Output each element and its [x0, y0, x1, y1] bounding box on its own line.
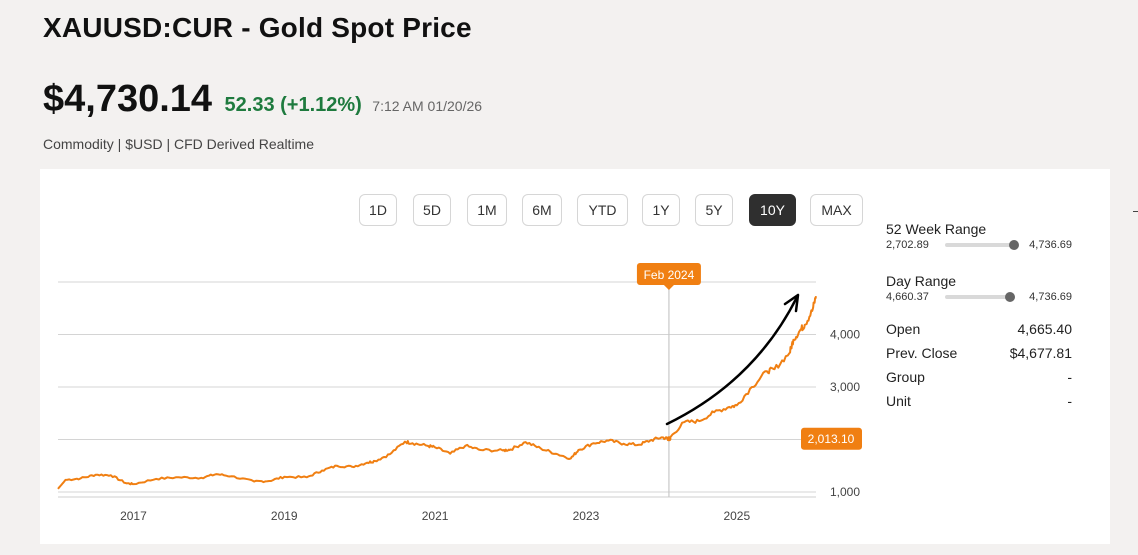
range-button-ytd[interactable]: YTD: [577, 194, 628, 226]
range-button-6m[interactable]: 6M: [522, 194, 562, 226]
stat-row-unit: Unit -: [886, 389, 1072, 413]
range-button-5d[interactable]: 5D: [413, 194, 451, 226]
y-tick-label: 4,000: [830, 328, 860, 342]
crosshair-value-tag: [801, 427, 862, 450]
week52-range-track: [944, 240, 1019, 250]
x-tick-label: 2025: [723, 509, 750, 523]
stat-label: Prev. Close: [886, 345, 958, 361]
y-tick-label: 3,000: [830, 380, 860, 394]
x-tick-label: 2023: [573, 509, 600, 523]
range-button-5y[interactable]: 5Y: [695, 194, 733, 226]
stats-panel: 52 Week Range 2,702.89 4,736.69 Day Rang…: [886, 221, 1072, 413]
crosshair-value-label: 2,013.10: [808, 432, 855, 446]
x-tick-label: 2017: [120, 509, 147, 523]
stat-label: Unit: [886, 393, 911, 409]
week52-range-marker: [1008, 240, 1019, 250]
day-high: 4,736.69: [1029, 291, 1072, 303]
trend-arrow: [665, 295, 799, 426]
day-range: 4,660.37 4,736.69: [886, 291, 1072, 303]
crosshair-date-label: Feb 2024: [644, 268, 695, 282]
range-button-max[interactable]: MAX: [810, 194, 863, 226]
day-range-marker: [1004, 292, 1015, 302]
quote-details: Open 4,665.40 Prev. Close $4,677.81 Grou…: [886, 317, 1072, 413]
gold-price-line: [57, 295, 817, 490]
crosshair-point: [666, 436, 672, 442]
price-row: $4,730.14 52.33 (+1.12%) 7:12 AM 01/20/2…: [43, 78, 482, 121]
week52-range-label: 52 Week Range: [886, 221, 987, 237]
current-price: $4,730.14: [43, 78, 213, 120]
range-button-1d[interactable]: 1D: [359, 194, 397, 226]
stat-row-prev-close: Prev. Close $4,677.81: [886, 341, 1072, 365]
chart-panel: 1,000 3,000 4,000 2017 2019 2021 2023 2025 Feb 2…: [40, 169, 1110, 544]
stat-label: Group: [886, 369, 925, 385]
stat-label: Open: [886, 321, 921, 337]
day-range-label: Day Range: [886, 273, 957, 289]
stat-value: -: [1067, 369, 1072, 385]
stat-row-open: Open 4,665.40: [886, 317, 1072, 341]
range-button-10y[interactable]: 10Y: [749, 194, 796, 226]
week52-high: 4,736.69: [1029, 239, 1072, 251]
crosshair-date-tag: [636, 263, 701, 285]
stat-value: -: [1067, 393, 1072, 409]
price-timestamp: 7:12 AM 01/20/26: [372, 98, 483, 114]
page-title: XAUUSD:CUR - Gold Spot Price: [43, 12, 472, 43]
price-chart[interactable]: 1,000 3,000 4,000 2017 2019 2021 2023 2025 Feb 2…: [40, 169, 1110, 544]
stat-value: $4,677.81: [1009, 345, 1072, 361]
day-range-track: [944, 292, 1016, 302]
crosshair-date-tag-pointer: [663, 285, 674, 290]
range-button-1y[interactable]: 1Y: [642, 194, 680, 226]
stat-value: 4,665.40: [1017, 321, 1073, 337]
day-low: 4,660.37: [886, 291, 929, 303]
range-button-1m[interactable]: 1M: [467, 194, 507, 226]
x-tick-label: 2021: [422, 509, 449, 523]
week52-low: 2,702.89: [886, 239, 929, 251]
x-tick-label: 2019: [271, 509, 298, 523]
y-tick-label: 1,000: [830, 485, 860, 499]
stat-row-group: Group -: [886, 365, 1072, 389]
edge-tick-mark: [1133, 211, 1138, 212]
week52-range: 2,702.89 4,736.69: [886, 239, 1072, 251]
instrument-meta: Commodity | $USD | CFD Derived Realtime: [43, 136, 315, 152]
trend-arrow-head: [783, 293, 800, 313]
price-change: 52.33 (+1.12%): [224, 94, 362, 116]
